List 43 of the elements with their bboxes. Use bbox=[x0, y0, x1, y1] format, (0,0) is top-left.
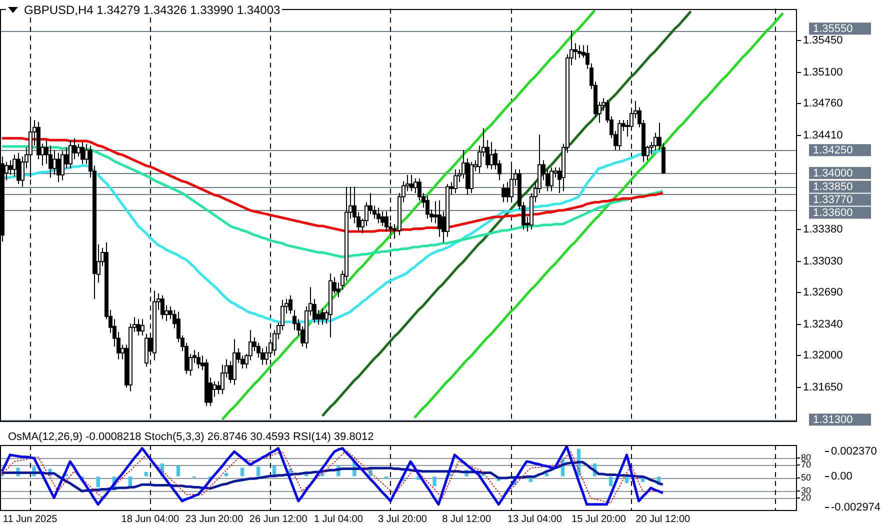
y-tick-label: 1.35450 bbox=[803, 34, 843, 47]
ref-line-label: 1.31300 bbox=[813, 414, 853, 426]
x-tick-label: 1 Jul 04:00 bbox=[314, 514, 364, 525]
bar bbox=[176, 466, 180, 476]
y-tick-label: -0.002974 bbox=[831, 502, 881, 514]
bar bbox=[544, 472, 549, 476]
y-tick-label: 1.32000 bbox=[803, 350, 843, 362]
bar bbox=[432, 476, 436, 486]
chart-title: GBPUSD,H4 1.34279 1.34326 1.33990 1.34003 bbox=[24, 3, 280, 17]
ref-line-label: 1.35550 bbox=[813, 23, 853, 36]
ref-line-label: 1.33600 bbox=[813, 207, 853, 220]
bar bbox=[96, 476, 100, 488]
y-tick-label: 0.002370 bbox=[831, 446, 877, 458]
x-tick-label: 11 Jun 2025 bbox=[2, 514, 58, 525]
x-tick-label: 15 Jul 20:00 bbox=[572, 514, 626, 525]
y-tick-label: 1.32340 bbox=[803, 318, 843, 331]
y-tick-label: 1.33030 bbox=[803, 256, 843, 268]
chart-title: OsMA(12,26,9) -0.0008218 Stoch(5,3,3) 26.8746 30.4593 RSI(14) 39.8012 bbox=[8, 431, 374, 443]
ref-line-label: 1.33850 bbox=[813, 181, 853, 194]
x-tick-label: 20 Jul 12:00 bbox=[636, 514, 691, 525]
ref-line-label: 1.33770 bbox=[813, 194, 853, 206]
y-tick-label: 1.33380 bbox=[803, 224, 843, 236]
bar bbox=[256, 466, 260, 476]
x-tick-label: 3 Jul 20:00 bbox=[378, 514, 428, 525]
bar bbox=[624, 476, 629, 484]
y-tick-label: 1.32690 bbox=[803, 286, 843, 299]
ref-line-label: 1.34000 bbox=[813, 168, 853, 180]
x-tick-label: 13 Jul 04:00 bbox=[507, 514, 562, 525]
y-tick-label: 1.35100 bbox=[803, 66, 843, 79]
x-tick-label: 18 Jun 04:00 bbox=[121, 514, 180, 525]
x-tick-label: 23 Jun 20:00 bbox=[185, 514, 244, 525]
y-tick-label: 1.31650 bbox=[803, 382, 843, 394]
y2-tick-label: 50 bbox=[801, 472, 812, 482]
ref-line-label: 1.34250 bbox=[813, 144, 853, 157]
bar bbox=[240, 468, 244, 476]
y-tick-label: 1.34410 bbox=[803, 130, 843, 142]
bar bbox=[224, 472, 228, 476]
bar bbox=[608, 476, 613, 486]
x-tick-label: 8 Jul 12:00 bbox=[442, 514, 492, 525]
y-tick-label: 1.34760 bbox=[803, 98, 843, 110]
y-tick-label: 0.00 bbox=[831, 470, 852, 482]
x-tick-label: 26 Jun 12:00 bbox=[249, 514, 308, 525]
bar bbox=[144, 472, 148, 476]
